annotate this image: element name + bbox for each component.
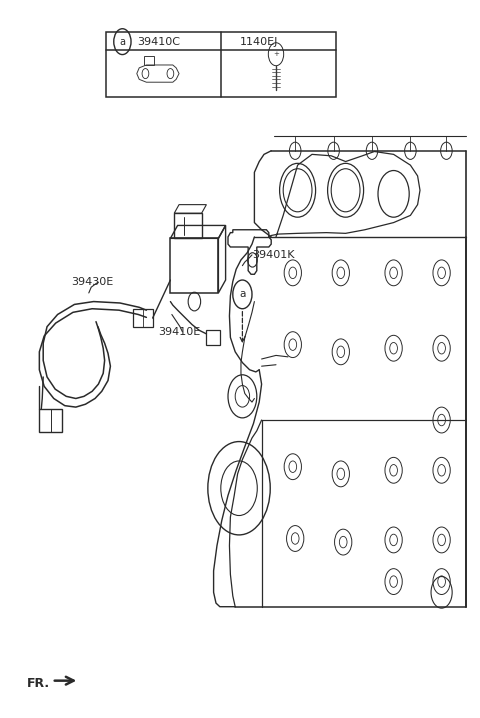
Text: FR.: FR.: [26, 677, 49, 690]
Text: 39430E: 39430E: [71, 277, 113, 287]
Text: a: a: [120, 37, 125, 47]
Text: 39410C: 39410C: [137, 37, 180, 47]
Text: 1140EJ: 1140EJ: [240, 37, 278, 47]
Bar: [174, 213, 202, 238]
Text: 39401K: 39401K: [252, 250, 295, 260]
Bar: [106, 32, 336, 97]
Bar: [170, 238, 218, 293]
Bar: [133, 309, 153, 327]
Bar: [206, 330, 220, 345]
Text: +: +: [273, 51, 279, 57]
Text: a: a: [239, 289, 246, 299]
Bar: [39, 409, 62, 432]
Text: 39410E: 39410E: [158, 327, 201, 337]
